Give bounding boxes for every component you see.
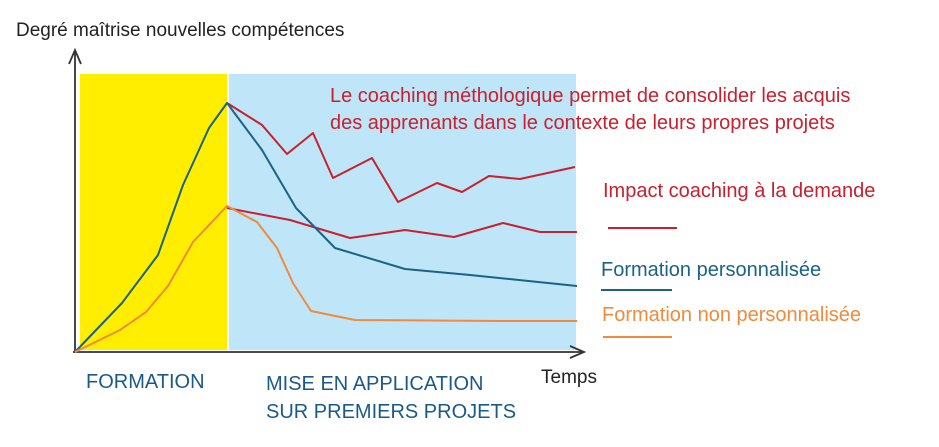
annotation-line-2: des apprenants dans le contexte de leurs… xyxy=(330,112,835,134)
phase-training-label: FORMATION xyxy=(86,371,205,393)
phase-application-line-2: SUR PREMIERS PROJETS xyxy=(266,401,517,423)
curve-personalized xyxy=(74,102,578,353)
coaching-annotation: Le coaching méthologique permet de conso… xyxy=(330,83,850,137)
curve-coaching-lower xyxy=(226,207,577,239)
phase-application-line-1: MISE EN APPLICATION xyxy=(266,373,484,395)
x-axis-label: Temps xyxy=(541,367,597,388)
legend-label-non-personalized: Formation non personnalisée xyxy=(602,304,862,326)
curve-coaching-upper xyxy=(226,102,576,203)
y-axis-label: Degré maîtrise nouvelles compétences xyxy=(16,20,345,41)
curve-non-personalized xyxy=(74,205,577,353)
training-zone xyxy=(80,74,227,350)
x-axis-arrow xyxy=(569,345,587,359)
y-axis-arrow xyxy=(68,47,82,65)
phase-application-label: MISE EN APPLICATION SUR PREMIERS PROJETS xyxy=(266,370,516,426)
application-zone xyxy=(229,74,576,350)
axes xyxy=(68,47,587,359)
legend-label-personalized: Formation personnalisée xyxy=(601,259,822,281)
annotation-line-1: Le coaching méthologique permet de conso… xyxy=(330,85,851,107)
legend-label-coaching: Impact coaching à la demande xyxy=(603,180,876,202)
